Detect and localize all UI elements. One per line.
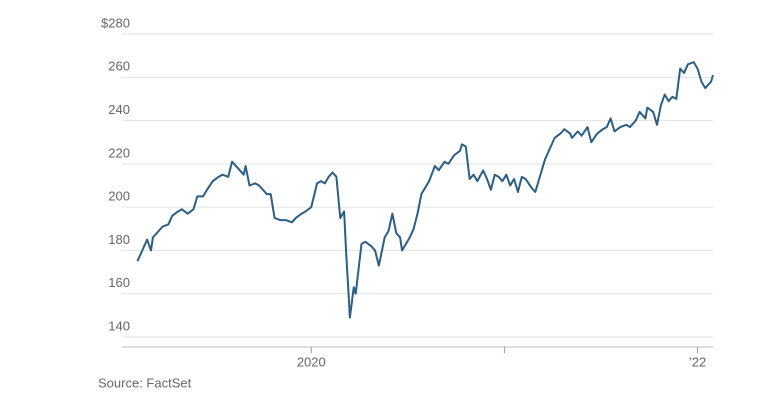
y-tick-label: 140 [108, 318, 130, 333]
y-tick-label: 240 [108, 102, 130, 117]
y-tick-label: 200 [108, 189, 130, 204]
x-tick-label: ’22 [689, 354, 706, 369]
y-tick-label: 260 [108, 59, 130, 74]
y-tick-label: 160 [108, 275, 130, 290]
y-tick-label: 220 [108, 145, 130, 160]
source: Source: FactSet [98, 375, 192, 390]
price-line [136, 61, 714, 319]
x-tick-label: 2020 [297, 354, 326, 369]
y-tick-label: 180 [108, 232, 130, 247]
y-tick-label: $280 [101, 15, 130, 30]
